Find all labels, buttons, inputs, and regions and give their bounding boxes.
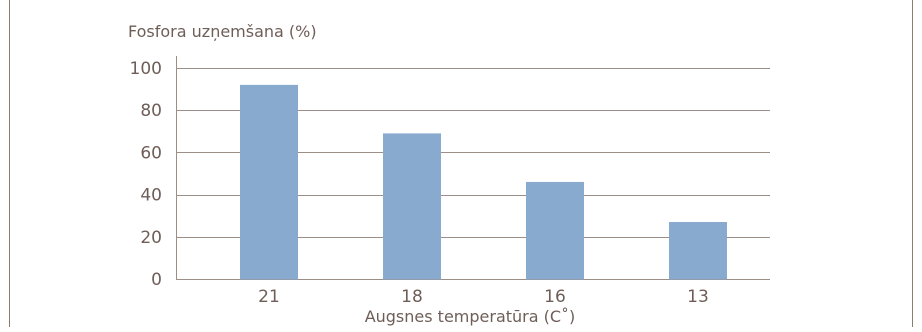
- x-tick-label: 18: [401, 287, 423, 307]
- bar-16: [526, 181, 584, 280]
- y-tick-label: 20: [140, 228, 162, 248]
- x-tick-label: 21: [258, 287, 280, 307]
- bar-13: [669, 222, 727, 280]
- x-tick-labels: 21 18 16 13: [258, 287, 709, 307]
- bars: [240, 84, 727, 280]
- y-tick-label: 0: [151, 270, 162, 290]
- y-axis-title: Fosfora uzņemšana (%): [128, 22, 317, 41]
- y-tick-label: 60: [140, 143, 162, 163]
- y-tick-label: 80: [140, 101, 162, 121]
- x-axis-title: Augsnes temperatūra (C˚): [365, 307, 576, 326]
- bar-18: [383, 133, 441, 280]
- x-tick-label: 13: [687, 287, 709, 307]
- x-tick-label: 16: [544, 287, 566, 307]
- y-tick-label: 40: [140, 186, 162, 206]
- y-tick-label: 100: [130, 59, 162, 79]
- y-tick-labels: 100 80 60 40 20 0: [130, 59, 162, 290]
- bar-21: [240, 84, 298, 280]
